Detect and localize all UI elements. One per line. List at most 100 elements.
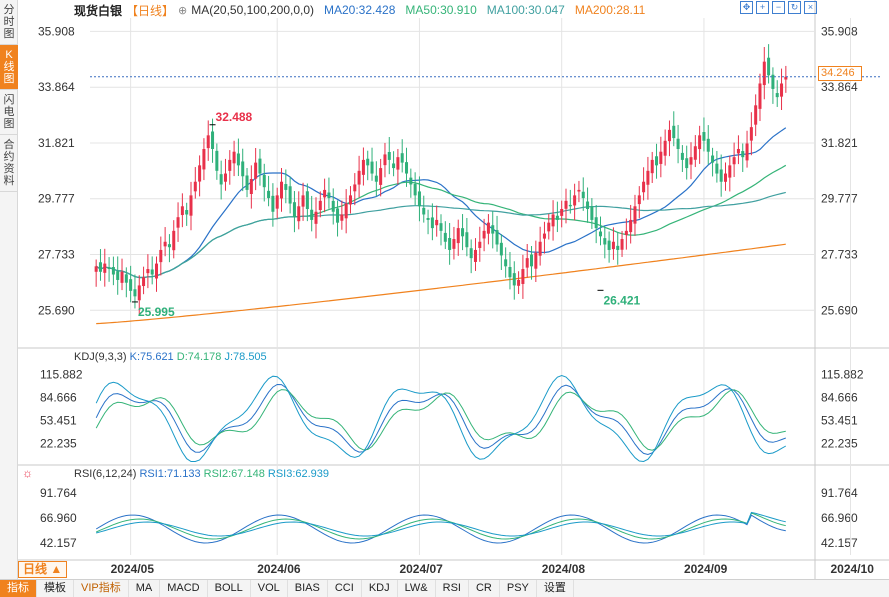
candle-body [262, 174, 266, 188]
candle-body [568, 204, 572, 207]
candle-body [193, 181, 197, 192]
zoom-in-icon[interactable]: + [756, 1, 769, 14]
candle-body [142, 277, 146, 287]
settings-gear-icon[interactable]: ⊕ [178, 4, 188, 17]
candle-body [693, 146, 697, 160]
rsi3-line [96, 511, 786, 537]
candle-body [271, 195, 275, 212]
candle-body [586, 201, 590, 210]
price-tick-left-1: 33.864 [38, 80, 75, 94]
bottom-item-boll-5[interactable]: BOLL [208, 580, 251, 597]
candle-body [637, 195, 641, 205]
bottom-item-cci-8[interactable]: CCI [328, 580, 362, 597]
bottom-item--1[interactable]: 模板 [37, 580, 74, 597]
candle-body [547, 222, 551, 232]
candle-body [689, 157, 693, 165]
rsi3-value: RSI3:62.939 [267, 468, 330, 480]
period-toggle-button[interactable]: 日线 ▲ [18, 561, 68, 578]
close-icon[interactable]: × [804, 1, 817, 14]
bottom-item-vol-6[interactable]: VOL [251, 580, 288, 597]
candle-body [530, 254, 534, 267]
candle-body [542, 233, 546, 239]
left-tab-2[interactable]: 闪 电 图 [0, 90, 18, 135]
candle-body [655, 156, 659, 166]
candle-body [611, 241, 615, 250]
candle-body [146, 269, 150, 274]
reset-icon[interactable]: ↻ [788, 1, 801, 14]
candle-body [508, 266, 512, 278]
x-tick-0: 2024/05 [111, 562, 155, 576]
left-tab-3[interactable]: 合 约 资 料 [0, 135, 18, 192]
candle-body [116, 271, 120, 280]
kdj-tick-right-3: 22.235 [821, 437, 858, 451]
candle-body [603, 238, 607, 245]
ma-params-label[interactable]: MA(20,50,100,200,0,0) [191, 3, 314, 17]
ma100-line [95, 191, 786, 279]
left-tab-1[interactable]: K 线 图 [0, 45, 18, 90]
candle-body [702, 132, 706, 141]
candle-body [551, 214, 555, 227]
chart-area[interactable]: 35.908 35.908 33.864 33.864 31.821 31.821 29.7… [18, 0, 889, 579]
bottom-item-macd-4[interactable]: MACD [160, 580, 208, 597]
bottom-item-ma-3[interactable]: MA [129, 580, 161, 597]
candle-body [667, 129, 671, 142]
candle-body [254, 162, 258, 179]
candle-body [495, 230, 499, 245]
candle-body [504, 259, 508, 267]
kdj-tick-left-0: 115.882 [40, 368, 83, 382]
candle-body [469, 248, 473, 259]
kdj-k-value: K:75.621 [129, 351, 174, 363]
candle-body [633, 206, 637, 224]
candle-body [517, 279, 521, 286]
kline-chart-svg[interactable]: 35.908 35.908 33.864 33.864 31.821 31.821 29.7… [18, 0, 889, 579]
x-tick-2: 2024/07 [399, 562, 443, 576]
price-tick-right-5: 25.690 [821, 303, 858, 317]
candle-body [512, 273, 516, 286]
candle-body [719, 169, 723, 182]
price-tick-right-1: 33.864 [821, 80, 858, 94]
rsi-tick-left-0: 91.764 [40, 486, 77, 500]
candle-body [607, 240, 611, 250]
bottom-item-lw-10[interactable]: LW& [398, 580, 436, 597]
candle-body [486, 222, 490, 234]
left-tab-0[interactable]: 分 时 图 [0, 0, 18, 45]
ma100-value: MA100:30.047 [486, 3, 565, 17]
bottom-item--0[interactable]: 指标 [0, 580, 37, 597]
ma50-value: MA50:30.910 [405, 3, 477, 17]
bottom-item--14[interactable]: 设置 [537, 580, 574, 597]
move-icon[interactable]: ✥ [740, 1, 753, 14]
bottom-item-bias-7[interactable]: BIAS [288, 580, 328, 597]
x-tick-3: 2024/08 [542, 562, 586, 576]
candle-body [409, 177, 413, 185]
candle-body [642, 181, 646, 193]
bottom-item-psy-13[interactable]: PSY [500, 580, 537, 597]
bottom-item-cr-12[interactable]: CR [469, 580, 500, 597]
candle-body [405, 162, 409, 174]
candle-body [430, 217, 434, 229]
zoom-out-icon[interactable]: − [772, 1, 785, 14]
rsi-tick-left-1: 66.960 [40, 511, 77, 525]
candle-body [383, 154, 387, 166]
rsi-legend: RSI(6,12,24) RSI1:71.133 RSI2:67.148 RSI… [74, 468, 329, 480]
candle-body [590, 206, 594, 220]
candle-body [215, 150, 219, 171]
bottom-item-vip-2[interactable]: VIP指标 [74, 580, 129, 597]
rsi-target-icon[interactable]: ☼ [22, 466, 33, 480]
bottom-item-kdj-9[interactable]: KDJ [362, 580, 398, 597]
candle-body [167, 244, 171, 248]
candle-body [198, 165, 202, 182]
candle-body [249, 179, 253, 195]
candle-body [159, 249, 163, 263]
candle-body [417, 191, 421, 207]
annotation-label-2: 26.421 [603, 293, 640, 307]
kdj-tick-left-2: 53.451 [40, 414, 77, 428]
price-legend: 现货白银 【日线】 ⊕ MA(20,50,100,200,0,0) MA20:3… [74, 3, 645, 18]
period-label[interactable]: 【日线】 [126, 3, 175, 18]
candle-body [357, 170, 361, 185]
bottom-item-rsi-11[interactable]: RSI [436, 580, 469, 597]
candle-body [344, 203, 348, 219]
candle-body [211, 131, 215, 149]
candle-body [706, 138, 710, 152]
candle-body [698, 135, 702, 150]
candle-body [133, 289, 137, 297]
